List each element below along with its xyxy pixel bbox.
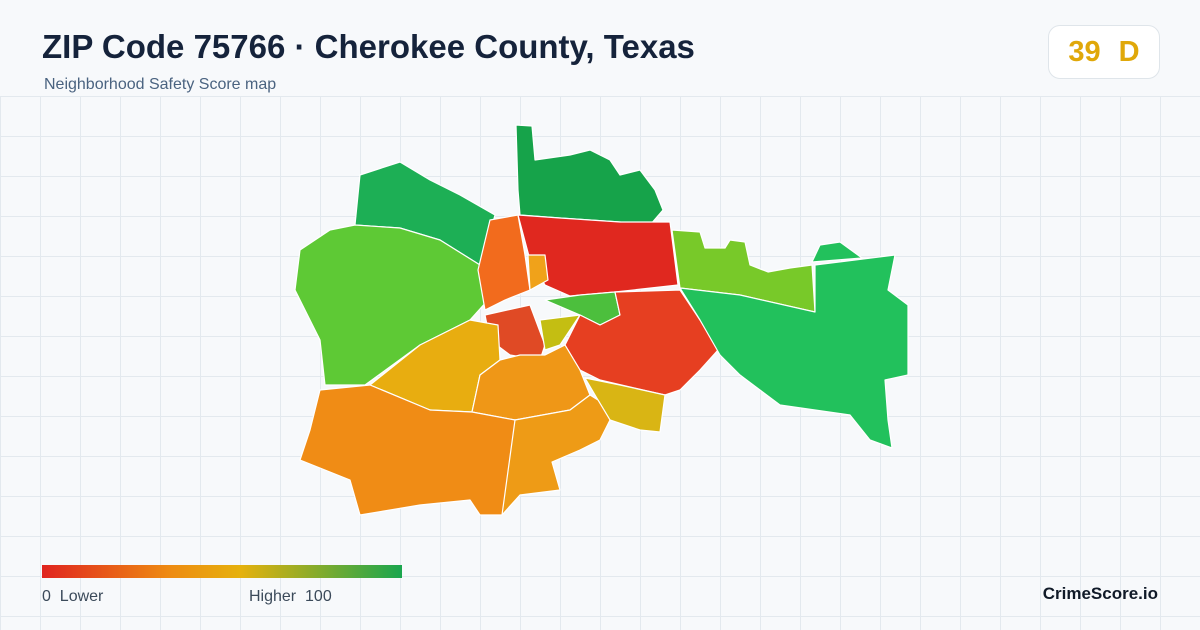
brand: CrimeScore.io [1042, 584, 1158, 603]
legend-high: Higher 100 [249, 588, 332, 606]
region [527, 254, 549, 291]
legend-low: 0 Lower [42, 588, 103, 606]
score-badge: 39 D [1048, 25, 1160, 79]
region [299, 384, 516, 516]
legend-max-label: Higher [249, 588, 297, 605]
legend-min: 0 [42, 588, 51, 605]
title: ZIP Code 75766 · Cherokee County, Texas [42, 28, 695, 65]
region [811, 241, 863, 263]
legend-bar [42, 565, 402, 578]
legend-min-label: Lower [59, 588, 104, 605]
score-value: 39 [1068, 35, 1101, 68]
legend-max: 100 [305, 588, 332, 605]
region [539, 314, 581, 351]
region [515, 124, 664, 226]
subtitle: Neighborhood Safety Score map [44, 76, 277, 93]
score-grade: D [1118, 35, 1140, 68]
region [679, 254, 909, 449]
